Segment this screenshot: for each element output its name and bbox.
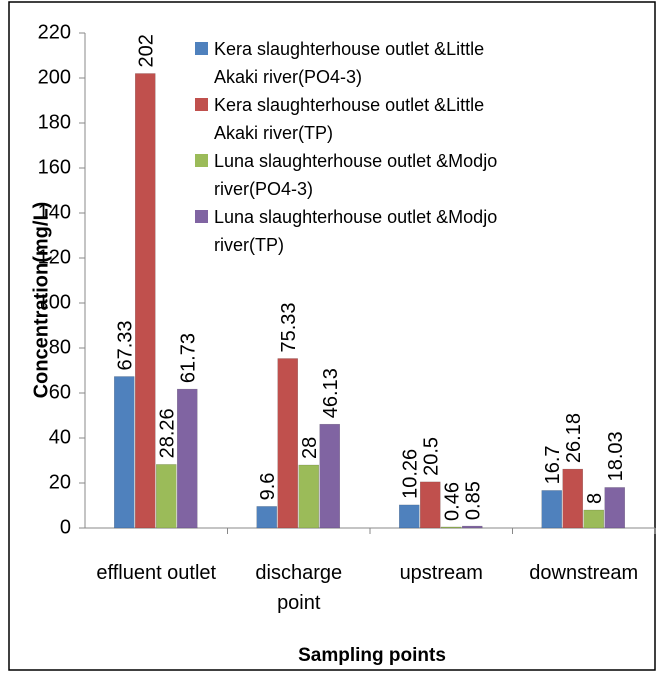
y-tick-label: 140	[38, 201, 71, 223]
x-tick-label: effluent outlet	[96, 562, 217, 584]
data-label: 16.7	[542, 445, 564, 484]
x-tick-label: discharge point	[255, 562, 343, 614]
legend-swatch	[195, 98, 208, 111]
data-label: 26.18	[563, 413, 585, 463]
bar	[420, 481, 441, 529]
x-tick-label: downstream	[529, 562, 639, 584]
legend-entry: Luna slaughterhouse outlet &Modjo river(…	[214, 207, 498, 255]
y-tick-label: 80	[49, 336, 71, 358]
data-label: 0.85	[462, 481, 484, 520]
y-axis-label: Concentration(mg/L)	[30, 202, 52, 399]
bar	[399, 504, 420, 529]
y-tick-label: 160	[38, 156, 71, 178]
y-tick-label: 200	[38, 66, 71, 88]
data-label: 20.5	[420, 437, 442, 476]
bar	[298, 464, 319, 529]
data-label: 18.03	[605, 431, 627, 481]
legend-entry: Luna slaughterhouse outlet &Modjo river(…	[214, 151, 498, 199]
legend-swatch	[195, 42, 208, 55]
legend-entry: Kera slaughterhouse outlet &Little Akaki…	[214, 95, 485, 143]
x-axis-label: Sampling points	[298, 645, 446, 666]
data-label: 8	[584, 493, 606, 504]
y-tick-label: 220	[38, 21, 71, 43]
bar	[562, 468, 583, 529]
legend-swatch	[195, 210, 208, 223]
bar	[319, 423, 340, 529]
bar	[583, 509, 604, 529]
data-label: 28	[299, 437, 321, 459]
data-label: 67.33	[114, 320, 136, 370]
bar	[441, 526, 462, 529]
y-tick-label: 60	[49, 381, 71, 403]
bar	[114, 376, 135, 529]
data-label: 61.73	[177, 333, 199, 383]
bar	[462, 525, 483, 529]
y-tick-label: 0	[60, 516, 71, 538]
data-label: 28.26	[156, 408, 178, 458]
x-tick-label: upstream	[399, 562, 483, 584]
data-label: 46.13	[320, 368, 342, 418]
bar	[177, 388, 198, 529]
y-tick-label: 120	[38, 246, 71, 268]
bar	[135, 73, 156, 529]
data-label: 75.33	[278, 302, 300, 352]
y-tick-label: 40	[49, 426, 71, 448]
y-tick-label: 20	[49, 471, 71, 493]
bar	[256, 506, 277, 529]
legend-entry: Kera slaughterhouse outlet &Little Akaki…	[214, 39, 485, 87]
legend-swatch	[195, 154, 208, 167]
data-label: 9.6	[257, 473, 279, 501]
bar	[156, 464, 177, 529]
bar	[277, 358, 298, 529]
data-label: 10.26	[399, 449, 421, 499]
y-tick-label: 180	[38, 111, 71, 133]
data-label: 0.46	[441, 482, 463, 521]
y-tick-label: 100	[38, 291, 71, 313]
bar	[604, 487, 625, 529]
data-label: 202	[135, 34, 157, 67]
frame	[8, 1, 656, 671]
bar	[541, 490, 562, 529]
